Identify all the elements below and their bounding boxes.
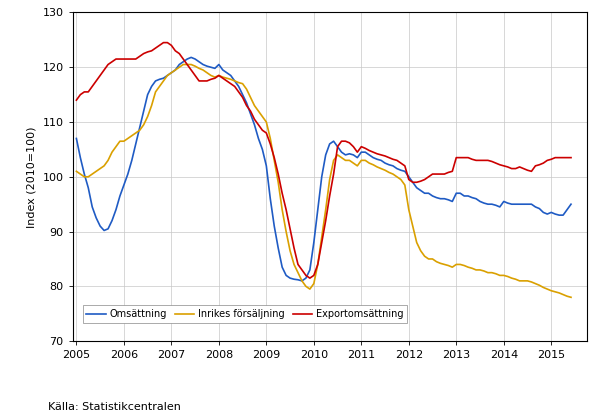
Omsättning [203,64,211,69]
Line: Inrikes försäljning: Inrikes försäljning [76,64,571,297]
Exportomsättning [105,62,112,67]
Inrikes försäljning [405,207,413,212]
Y-axis label: Index (2010=100): Index (2010=100) [27,126,37,228]
Line: Omsättning: Omsättning [76,57,571,281]
Inrikes försäljning [567,295,575,300]
Omsättning [314,207,321,212]
Inrikes försäljning [370,162,377,167]
Inrikes försäljning [180,62,187,67]
Exportomsättning [306,276,313,281]
Legend: Omsättning, Inrikes försäljning, Exportomsättning: Omsättning, Inrikes försäljning, Exporto… [83,305,407,323]
Text: Källa: Statistikcentralen: Källa: Statistikcentralen [48,402,182,412]
Inrikes försäljning [73,169,80,174]
Omsättning [73,136,80,141]
Omsättning [105,226,112,231]
Exportomsättning [567,155,575,160]
Omsättning [409,180,416,185]
Exportomsättning [373,151,381,156]
Inrikes försäljning [203,70,211,75]
Omsättning [567,202,575,207]
Omsättning [298,278,306,283]
Omsättning [385,162,393,167]
Line: Exportomsättning: Exportomsättning [76,42,571,278]
Inrikes försäljning [310,281,318,286]
Exportomsättning [314,262,321,267]
Omsättning [373,157,381,162]
Exportomsättning [203,79,211,84]
Exportomsättning [160,40,167,45]
Exportomsättning [73,98,80,103]
Omsättning [188,55,195,60]
Exportomsättning [409,180,416,185]
Inrikes försäljning [105,158,112,163]
Inrikes försäljning [381,168,388,173]
Exportomsättning [385,155,393,160]
